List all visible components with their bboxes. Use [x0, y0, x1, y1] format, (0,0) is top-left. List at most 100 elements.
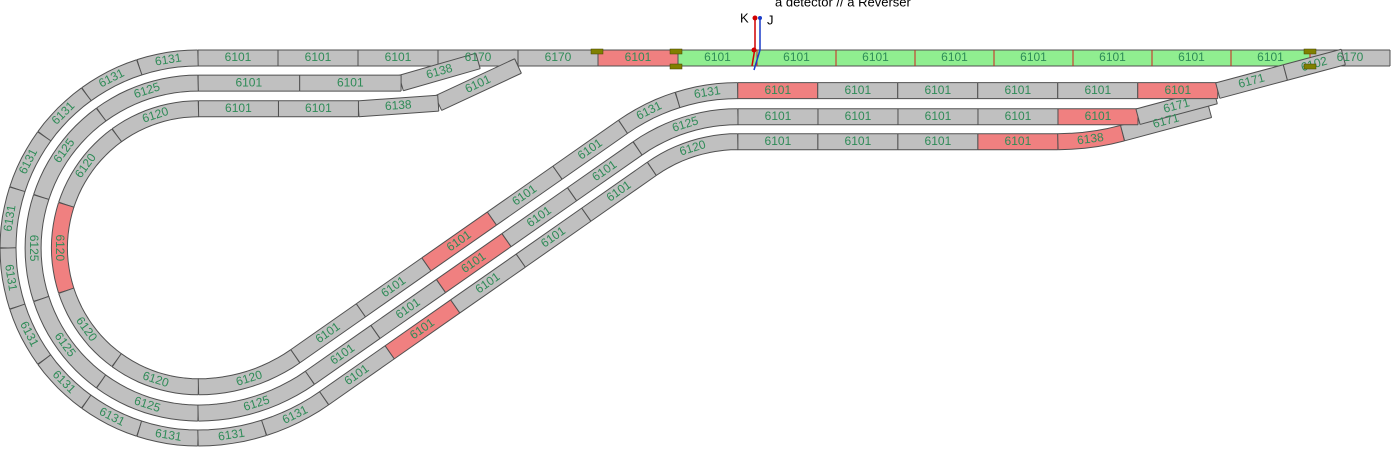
track-piece — [319, 346, 395, 405]
piece-joint — [58, 202, 75, 208]
track-piece — [112, 101, 199, 142]
track-piece — [487, 166, 562, 225]
piece-label: 6131 — [2, 263, 20, 292]
piece-label: 6101 — [845, 109, 872, 123]
piece-joint — [136, 59, 143, 76]
piece-joint — [37, 354, 51, 365]
track-piece — [0, 247, 25, 309]
signal-dot — [751, 47, 757, 53]
piece-joint — [450, 299, 461, 314]
piece-joint — [1282, 64, 1288, 81]
piece-label: 6101 — [764, 83, 791, 97]
piece-label: 6101 — [235, 75, 262, 89]
track-piece — [137, 50, 199, 75]
track-piece — [305, 325, 380, 384]
track-piece — [451, 254, 526, 313]
track-piece — [10, 132, 51, 192]
insulator — [1303, 63, 1317, 70]
piece-joint — [370, 325, 381, 339]
piece-label: 6101 — [1005, 109, 1032, 123]
track-piece — [647, 134, 738, 176]
piece-joint — [647, 161, 657, 176]
track-piece — [435, 59, 522, 110]
track-piece — [25, 194, 49, 302]
piece-joint — [111, 353, 122, 368]
piece-label: 6101 — [765, 109, 792, 123]
piece-joint — [421, 257, 432, 272]
track-piece — [197, 420, 267, 446]
piece-joint — [618, 119, 628, 134]
track-piece — [59, 129, 122, 208]
piece-label: 6125 — [27, 235, 41, 262]
piece-joint — [304, 370, 315, 385]
track-piece — [553, 120, 628, 179]
track-piece — [82, 395, 142, 436]
piece-label: 6138 — [384, 97, 412, 113]
piece-label: 6171 — [1162, 95, 1192, 116]
track-piece — [38, 355, 91, 408]
track-piece — [82, 60, 142, 101]
piece-label: 6138 — [1076, 130, 1105, 147]
piece-joint — [95, 107, 107, 122]
piece-joint — [111, 128, 123, 142]
piece-label: 6120 — [53, 234, 67, 261]
piece-joint — [486, 211, 497, 226]
piece-joint — [33, 194, 49, 200]
piece-label: 6101 — [941, 50, 968, 64]
track-piece — [675, 83, 739, 108]
track-piece — [1057, 125, 1125, 150]
signal-label: K — [740, 10, 749, 25]
insulator — [1303, 48, 1317, 55]
track-piece — [96, 375, 199, 421]
track-piece — [633, 109, 739, 155]
piece-label: 6170 — [1337, 50, 1364, 64]
insulator — [669, 63, 683, 70]
piece-joint — [1340, 49, 1346, 65]
piece-joint — [514, 58, 522, 74]
piece-label: 6170 — [545, 50, 572, 64]
insulator — [669, 48, 683, 55]
piece-joint — [81, 87, 92, 101]
piece-label: 6101 — [925, 109, 952, 123]
track-piece — [436, 233, 511, 293]
track-piece — [1120, 102, 1212, 141]
piece-label: 6101 — [1178, 50, 1205, 64]
track-piece — [618, 92, 681, 134]
piece-label: 6101 — [625, 50, 652, 64]
piece-label: 6101 — [337, 75, 364, 89]
piece-label: 6101 — [704, 50, 731, 64]
track-piece — [261, 391, 329, 435]
piece-joint — [290, 349, 301, 364]
detector: a detector // a Reverser K J — [740, 0, 912, 71]
title: a detector // a Reverser — [775, 0, 912, 9]
piece-joint — [355, 303, 366, 318]
piece-joint — [475, 53, 481, 69]
piece-label: 6131 — [217, 426, 246, 444]
track-piece — [357, 95, 439, 117]
track-piece — [399, 53, 481, 91]
piece-label: 6171 — [1151, 110, 1181, 131]
track-piece — [1215, 65, 1288, 98]
piece-joint — [436, 279, 447, 293]
piece-label: 6101 — [305, 101, 332, 115]
piece-joint — [33, 295, 49, 303]
track-piece — [291, 304, 366, 363]
track-piece — [137, 421, 199, 446]
piece-label: 6101 — [1164, 83, 1191, 97]
piece-joint — [515, 253, 526, 268]
piece-label: 6101 — [1005, 134, 1032, 148]
piece-joint — [58, 287, 74, 294]
signal-dot — [758, 16, 762, 20]
reverser-wire — [753, 18, 761, 71]
piece-joint — [581, 207, 592, 222]
piece-label: 6101 — [225, 101, 252, 115]
track-piece — [371, 279, 446, 339]
insulators — [590, 48, 1317, 70]
piece-label: 6101 — [862, 50, 889, 64]
piece-label: 6131 — [0, 204, 18, 233]
piece-joint — [136, 420, 143, 437]
piece-joint — [552, 165, 563, 180]
piece-joint — [674, 92, 681, 108]
piece-label: 6170 — [465, 50, 492, 64]
